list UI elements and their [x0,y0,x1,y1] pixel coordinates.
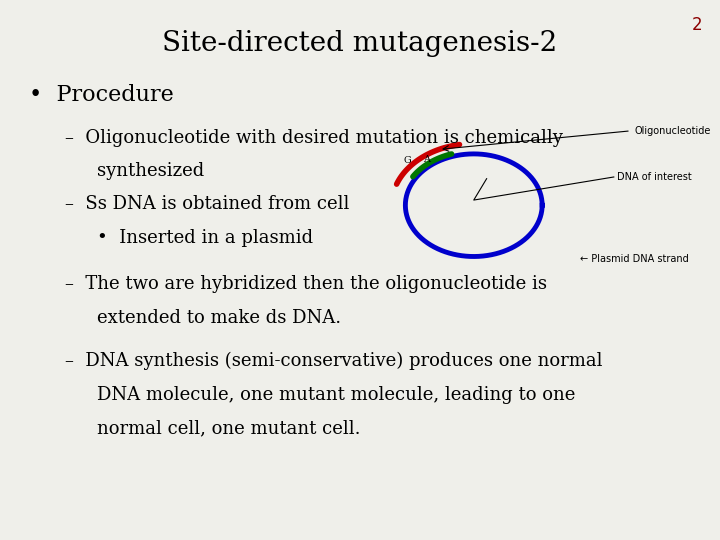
Text: •  Inserted in a plasmid: • Inserted in a plasmid [97,229,313,247]
Text: •  Procedure: • Procedure [29,84,174,106]
Text: –  Oligonucleotide with desired mutation is chemically: – Oligonucleotide with desired mutation … [65,129,562,146]
Text: –  DNA synthesis (semi-conservative) produces one normal: – DNA synthesis (semi-conservative) prod… [65,352,603,370]
Text: 2: 2 [691,16,702,34]
Text: DNA of interest: DNA of interest [618,172,692,182]
Text: ← Plasmid DNA strand: ← Plasmid DNA strand [580,254,688,264]
Text: –  The two are hybridized then the oligonucleotide is: – The two are hybridized then the oligon… [65,275,546,293]
Text: A: A [423,155,430,164]
Text: extended to make ds DNA.: extended to make ds DNA. [97,309,341,327]
Text: synthesized: synthesized [97,162,204,180]
Text: –  Ss DNA is obtained from cell: – Ss DNA is obtained from cell [65,195,349,213]
Text: Oligonucleotide: Oligonucleotide [634,126,711,136]
Text: Site-directed mutagenesis-2: Site-directed mutagenesis-2 [163,30,557,57]
Text: G: G [404,156,412,165]
Text: DNA molecule, one mutant molecule, leading to one: DNA molecule, one mutant molecule, leadi… [97,386,575,403]
Text: normal cell, one mutant cell.: normal cell, one mutant cell. [97,419,361,437]
